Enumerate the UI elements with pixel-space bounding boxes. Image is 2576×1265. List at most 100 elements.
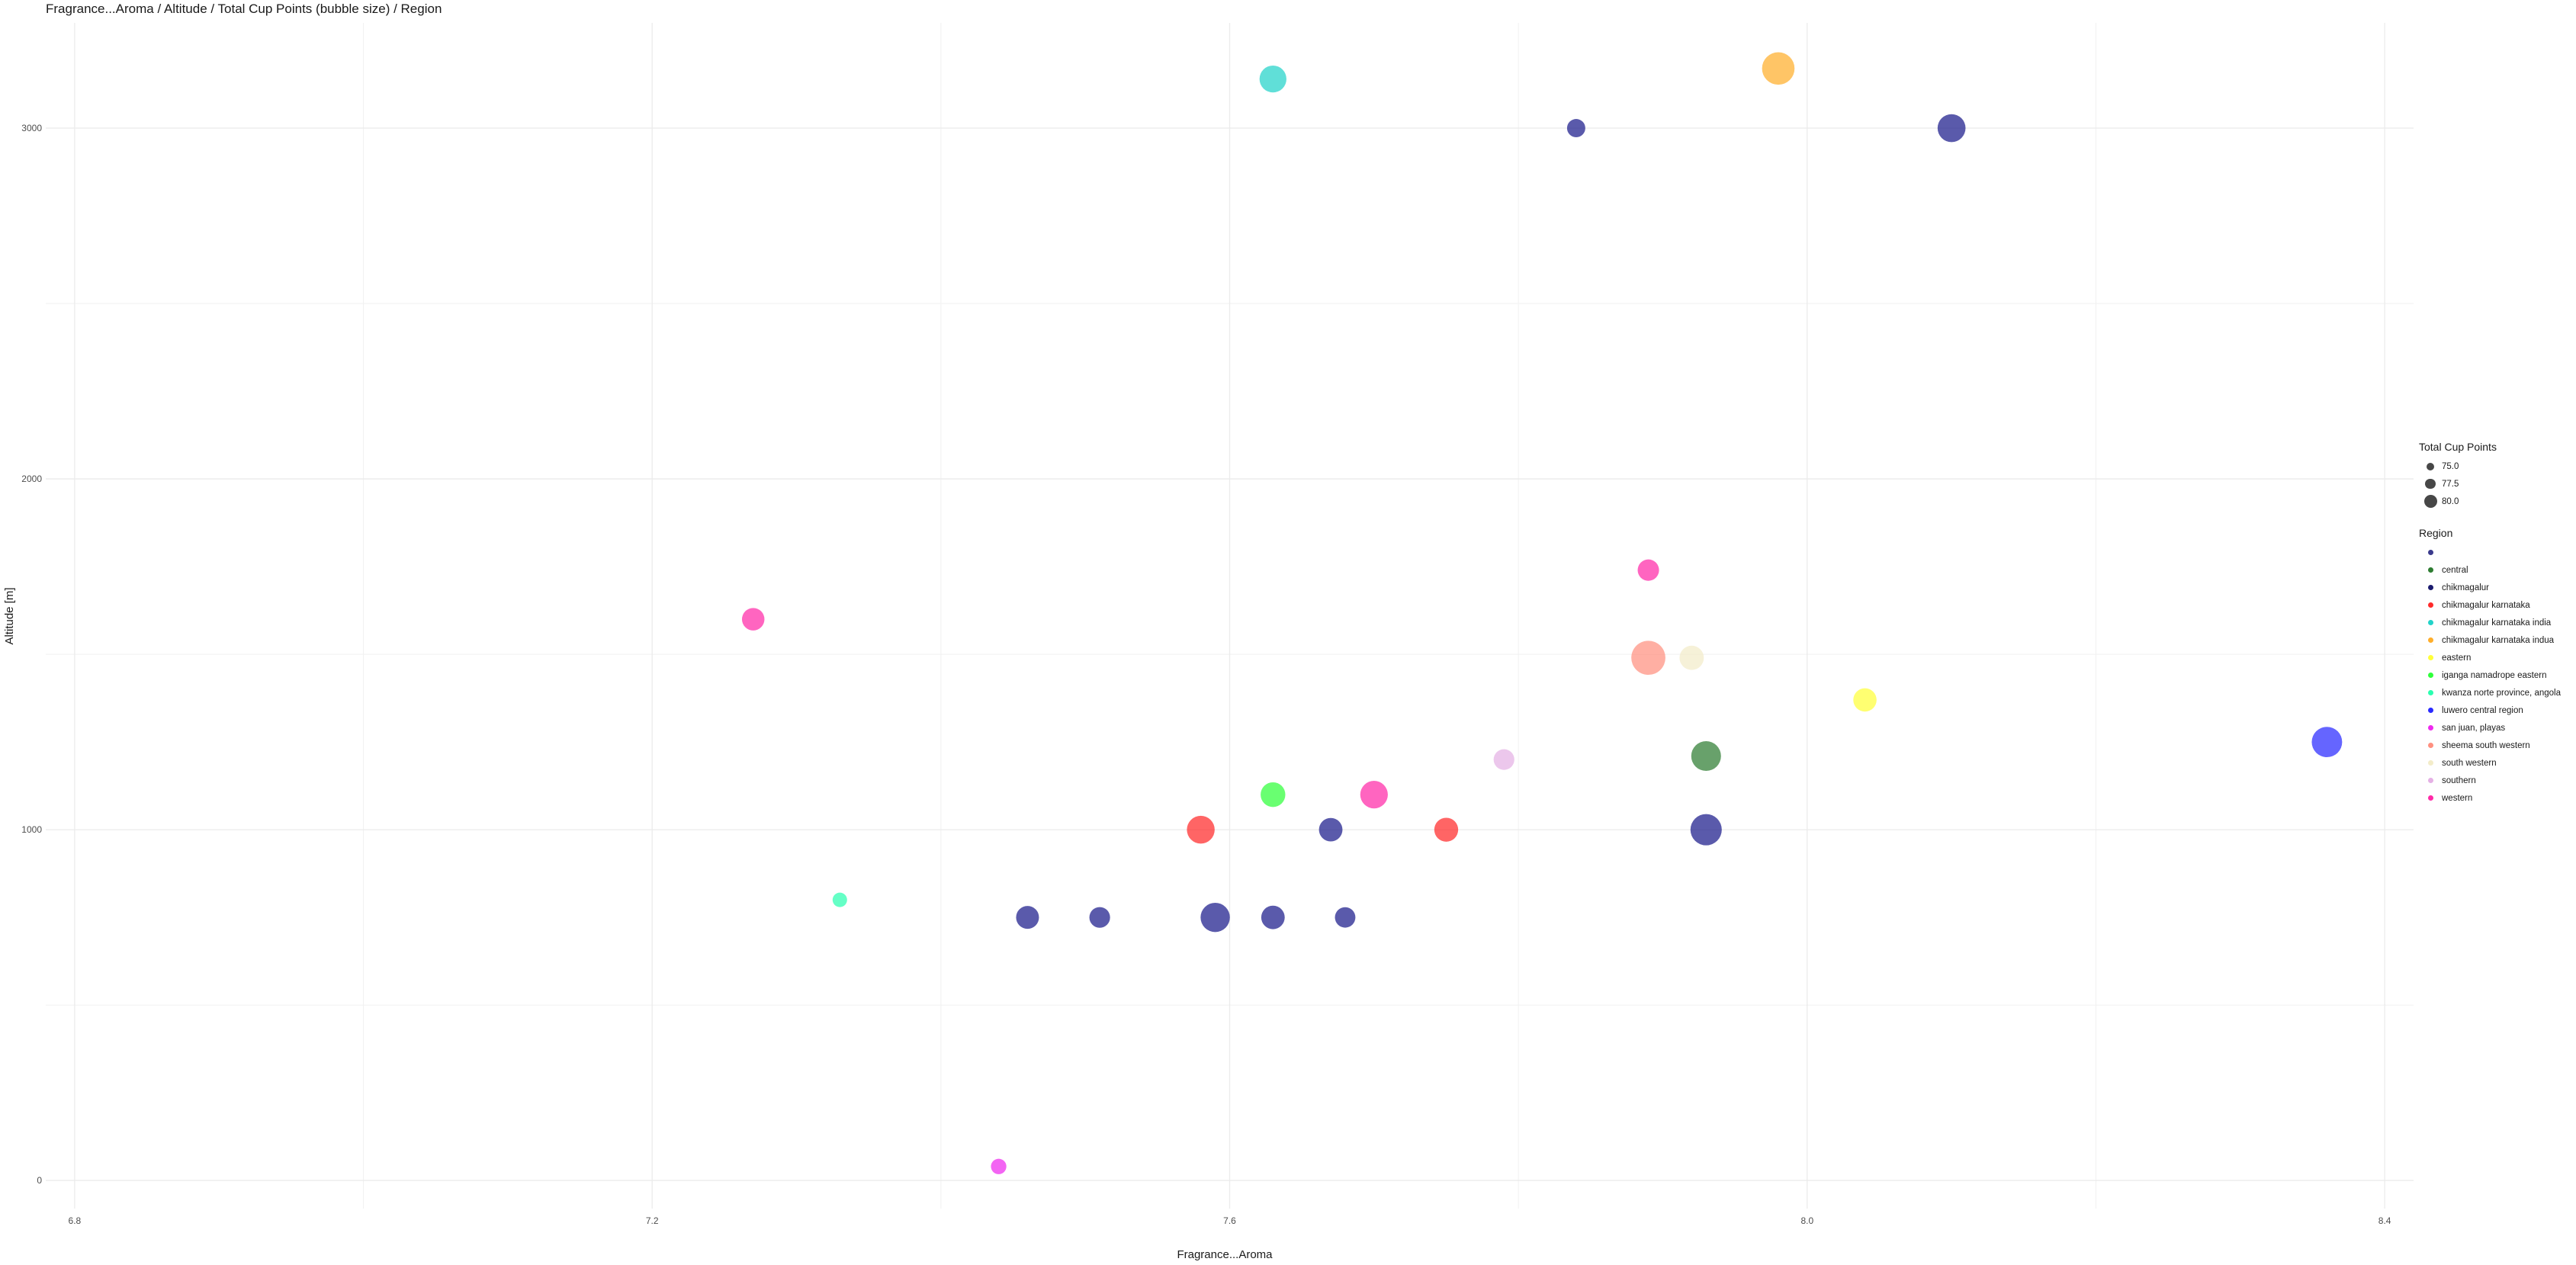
size-legend-key xyxy=(2419,495,2442,508)
region-legend-label: eastern xyxy=(2442,653,2472,663)
data-point xyxy=(1259,65,1286,93)
region-legend-item xyxy=(2419,544,2571,561)
region-legend-label: chikmagalur karnataka india xyxy=(2442,618,2552,628)
region-legend-key xyxy=(2419,743,2442,748)
region-legend-key xyxy=(2419,620,2442,625)
data-point xyxy=(1691,741,1721,772)
region-legend-key xyxy=(2419,602,2442,608)
region-legend-key xyxy=(2419,550,2442,555)
region-legend-dot xyxy=(2427,620,2433,625)
grid xyxy=(46,23,2414,1209)
x-tick-label: 7.2 xyxy=(646,1215,659,1226)
data-points xyxy=(741,52,2343,1174)
region-legend-label: san juan, playas xyxy=(2442,723,2506,733)
region-legend-dot xyxy=(2427,795,2433,801)
data-point xyxy=(2311,727,2343,758)
data-point xyxy=(1853,688,1877,712)
region-legend-key xyxy=(2419,585,2442,590)
region-legend: Region central chikmagalur chikmagalur kar… xyxy=(2419,527,2571,807)
region-legend-title: Region xyxy=(2419,527,2453,539)
data-point xyxy=(1319,817,1343,842)
region-legend-item: chikmagalur karnataka indua xyxy=(2419,631,2571,649)
data-point xyxy=(1200,902,1230,933)
size-legend-label: 80.0 xyxy=(2442,496,2459,506)
region-legend-item: eastern xyxy=(2419,649,2571,666)
region-legend-item: chikmagalur xyxy=(2419,579,2571,596)
data-point xyxy=(1679,645,1704,670)
region-legend-item: south western xyxy=(2419,754,2571,772)
region-legend-label: chikmagalur xyxy=(2442,583,2489,592)
data-point xyxy=(1493,749,1514,770)
y-tick-label: 1000 xyxy=(21,824,42,835)
region-legend-dot xyxy=(2427,585,2433,590)
y-tick-label: 3000 xyxy=(21,123,42,133)
region-legend-label: southern xyxy=(2442,775,2476,785)
size-legend-label: 77.5 xyxy=(2442,479,2459,489)
data-point xyxy=(1690,814,1722,846)
region-legend-label: chikmagalur karnataka indua xyxy=(2442,635,2555,645)
region-legend-dot xyxy=(2427,602,2433,608)
region-legend-dot xyxy=(2427,743,2433,748)
data-point xyxy=(1016,906,1039,929)
region-legend-label: iganga namadrope eastern xyxy=(2442,670,2547,680)
region-legend-dot xyxy=(2427,778,2433,783)
data-point xyxy=(1566,119,1585,137)
region-legend-key xyxy=(2419,655,2442,660)
region-legend-item: luwero central region xyxy=(2419,702,2571,719)
region-legend-key xyxy=(2419,708,2442,713)
data-point xyxy=(1335,907,1356,928)
region-legend-key xyxy=(2419,690,2442,695)
legend: Total Cup Points 75.0 77.5 80.0 Region cen… xyxy=(2419,441,2571,807)
y-tick-label: 2000 xyxy=(21,474,42,484)
region-legend-dot xyxy=(2427,567,2433,573)
region-legend-key xyxy=(2419,795,2442,801)
y-axis-ticks: 0 1000 2000 3000 xyxy=(21,123,42,1186)
region-legend-label: south western xyxy=(2442,758,2497,768)
region-legend-item: chikmagalur karnataka xyxy=(2419,596,2571,614)
y-tick-label: 0 xyxy=(37,1175,42,1186)
size-legend-item: 75.0 xyxy=(2419,458,2571,475)
size-legend-item: 77.5 xyxy=(2419,475,2571,493)
size-legend-item: 80.0 xyxy=(2419,493,2571,510)
region-legend-item: southern xyxy=(2419,772,2571,789)
region-legend-label: western xyxy=(2442,793,2473,803)
region-legend-key xyxy=(2419,567,2442,573)
size-legend-label: 75.0 xyxy=(2442,461,2459,471)
region-legend-item: sheema south western xyxy=(2419,737,2571,754)
data-point xyxy=(741,608,765,631)
region-legend-key xyxy=(2419,673,2442,678)
data-point xyxy=(1261,782,1286,807)
region-legend-key xyxy=(2419,778,2442,783)
region-legend-item: san juan, playas xyxy=(2419,719,2571,737)
x-axis-ticks: 6.8 7.2 7.6 8.0 8.4 xyxy=(69,1215,2391,1226)
size-legend-dot xyxy=(2423,495,2437,508)
region-legend-item: western xyxy=(2419,789,2571,807)
region-legend-label: sheema south western xyxy=(2442,740,2530,750)
region-legend-item: iganga namadrope eastern xyxy=(2419,666,2571,684)
region-legend-dot xyxy=(2427,655,2433,660)
region-legend-dot xyxy=(2427,725,2433,730)
region-legend-item: central xyxy=(2419,561,2571,579)
data-point xyxy=(1089,907,1110,928)
region-legend-label: kwanza norte province, angola xyxy=(2442,688,2561,698)
size-legend: Total Cup Points 75.0 77.5 80.0 xyxy=(2419,441,2571,510)
x-tick-label: 8.4 xyxy=(2378,1215,2391,1226)
data-point xyxy=(1637,559,1659,581)
chart-title: Fragrance...Aroma / Altitude / Total Cup… xyxy=(46,2,442,16)
x-tick-label: 7.6 xyxy=(1223,1215,1236,1226)
size-legend-dot xyxy=(2425,478,2436,490)
size-legend-title: Total Cup Points xyxy=(2419,441,2497,453)
data-point xyxy=(1434,817,1459,842)
data-point xyxy=(991,1158,1007,1174)
size-legend-key xyxy=(2419,462,2442,470)
data-point xyxy=(1631,641,1665,676)
data-point xyxy=(1762,52,1795,85)
region-legend-label: central xyxy=(2442,565,2468,575)
region-legend-label: chikmagalur karnataka xyxy=(2442,600,2530,610)
x-axis-title: Fragrance...Aroma xyxy=(1177,1248,1273,1261)
region-legend-label: luwero central region xyxy=(2442,705,2523,715)
data-point xyxy=(1360,781,1388,809)
region-legend-dot xyxy=(2427,690,2433,695)
region-legend-dot xyxy=(2427,637,2433,643)
